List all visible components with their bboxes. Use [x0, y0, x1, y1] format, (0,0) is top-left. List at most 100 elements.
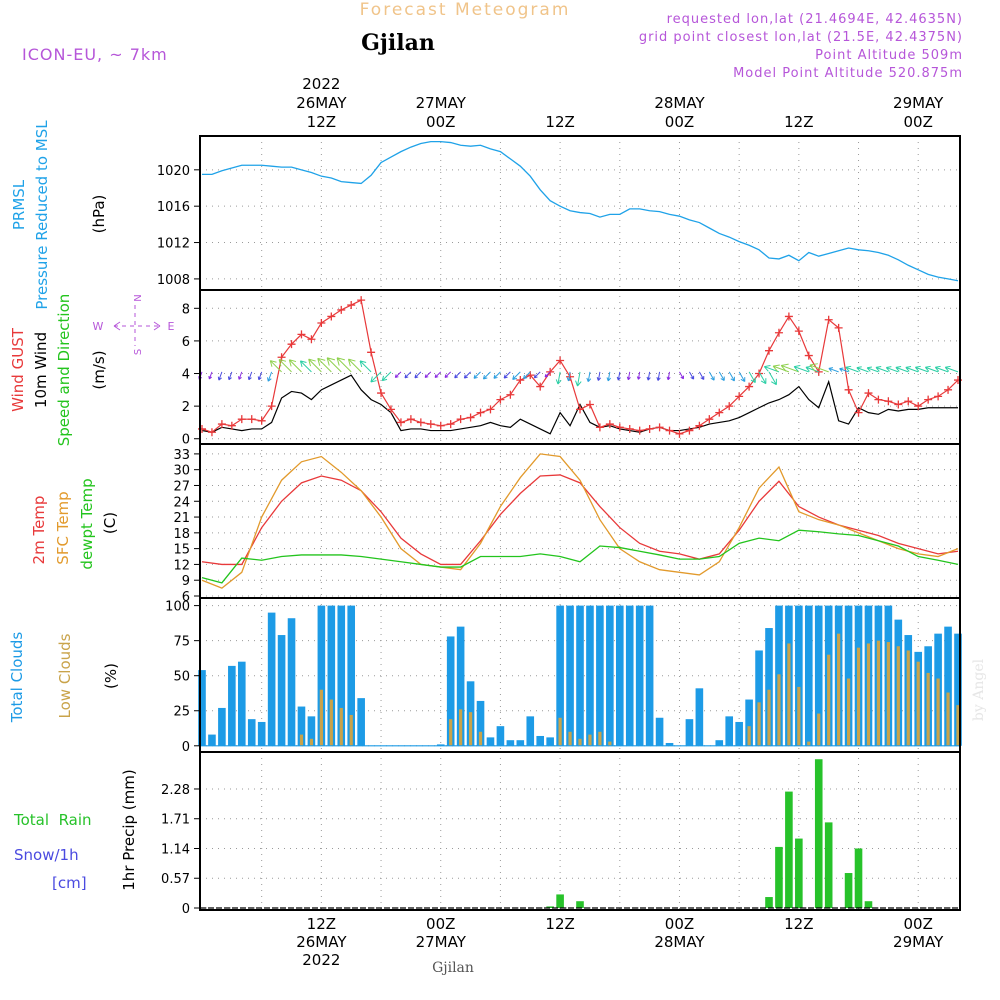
time-label-top: 2022 — [302, 75, 340, 93]
wind-arrow — [780, 363, 800, 373]
gust-marker — [357, 296, 366, 305]
compass-n: N — [133, 294, 144, 301]
gust-marker — [774, 328, 783, 337]
rain-bar — [814, 759, 823, 908]
wind-arrow — [482, 371, 491, 380]
rain-label: Total Rain — [13, 811, 92, 829]
t2m-label: 2m Temp — [30, 496, 48, 565]
time-label-top: 28MAY — [654, 94, 705, 112]
total-cloud-bar — [745, 699, 753, 746]
gust-marker — [207, 428, 216, 437]
gust-marker — [864, 389, 873, 398]
gust-marker — [914, 402, 923, 411]
low-cloud-bar — [926, 672, 930, 746]
total-cloud-bar — [844, 605, 853, 746]
gust-marker — [894, 400, 903, 409]
time-label-bottom: 12Z — [307, 915, 336, 933]
y-tick-label: 2.28 — [161, 783, 190, 798]
total-cloud-bar — [944, 626, 952, 746]
wind-arrow — [317, 357, 332, 373]
wind-arrow — [336, 357, 352, 373]
rain-bar — [556, 894, 564, 908]
compass-icon: N E W S — [93, 294, 175, 355]
total-cloud-bar — [954, 633, 962, 746]
wind-arrow — [828, 367, 839, 373]
total-cloud-bar — [615, 605, 624, 746]
temp-unit: (C) — [101, 512, 119, 534]
gust-marker — [794, 327, 803, 336]
total-cloud-bar — [446, 636, 455, 746]
wind-arrow — [905, 365, 919, 373]
gust-marker — [655, 423, 664, 432]
pressure-label-1: PRMSL — [10, 179, 28, 230]
wind-arrow — [566, 371, 572, 382]
pressure-unit: (hPa) — [90, 195, 108, 234]
wind-arrow — [454, 371, 461, 379]
panel-frame — [199, 443, 961, 599]
wind-arrow — [646, 371, 651, 381]
gust-marker — [496, 395, 505, 404]
wind-arrow — [626, 371, 631, 381]
gust-marker — [416, 418, 425, 427]
wind-arrow — [616, 371, 621, 381]
gust-marker — [327, 312, 336, 321]
total-cloud-bar — [665, 742, 674, 746]
total-cloud-bar — [476, 700, 485, 746]
wind-arrow — [793, 364, 809, 373]
wind-arrow — [845, 365, 859, 373]
rain-bar — [844, 873, 853, 908]
low-cloud-bar — [558, 717, 562, 746]
y-tick-label: 18 — [173, 527, 190, 542]
total-cloud-bar — [287, 618, 296, 746]
gust-marker — [904, 397, 913, 406]
total-cloud-bar — [765, 628, 773, 746]
total-cloud-bar — [277, 635, 286, 746]
gust-label: Wind GUST — [9, 327, 27, 412]
gust-marker — [367, 348, 376, 357]
wind-arrow — [381, 371, 392, 382]
gust-marker — [267, 402, 276, 411]
time-label-bottom: 2022 — [302, 951, 340, 969]
y-tick-label: 1.14 — [161, 842, 190, 857]
gust-marker — [426, 420, 435, 429]
panel-frame — [199, 751, 961, 911]
y-tick-label: 30 — [173, 464, 190, 479]
gust-marker — [237, 415, 246, 424]
time-label-bottom: 12Z — [784, 915, 813, 933]
y-tick-label: 1012 — [157, 237, 190, 252]
wind-arrow — [768, 371, 777, 386]
gridpoint-coords: grid point closest lon,lat (21.5E, 42.43… — [639, 30, 963, 45]
low-cloud-bar — [906, 650, 910, 746]
low-cloud-bar — [767, 689, 771, 746]
low-cloud-bar — [797, 686, 801, 746]
total-cloud-bar — [596, 605, 604, 746]
gust-marker — [605, 420, 614, 429]
total-cloud-bar — [606, 605, 614, 746]
gust-marker — [665, 426, 674, 435]
wind-arrow — [278, 358, 292, 373]
total-cloud-bar — [795, 605, 803, 746]
gust-line — [201, 299, 959, 435]
compass-e: E — [168, 320, 175, 333]
gust-marker — [466, 413, 475, 422]
gust-marker — [536, 382, 545, 391]
gust-marker — [814, 367, 823, 376]
rain-bar — [795, 838, 803, 908]
gust-marker — [377, 389, 386, 398]
y-tick-label: 25 — [173, 705, 190, 720]
wind-arrow — [424, 371, 432, 379]
low-cloud-bar — [946, 692, 950, 746]
total-cloud-bar — [576, 605, 584, 746]
wind-arrow — [257, 371, 263, 381]
gust-marker — [924, 395, 933, 404]
wind-arrow — [944, 365, 959, 373]
product-title: Forecast Meteogram — [360, 0, 571, 20]
total-cloud-bar — [655, 717, 664, 746]
total-cloud-bar — [198, 670, 206, 746]
time-label-top: 29MAY — [893, 94, 944, 112]
rain-bar — [546, 906, 554, 908]
wind-arrow — [718, 371, 725, 381]
low-cloud-bar — [478, 731, 483, 746]
time-label-bottom: 26MAY — [296, 933, 347, 951]
total-cloud-bar — [755, 650, 763, 746]
